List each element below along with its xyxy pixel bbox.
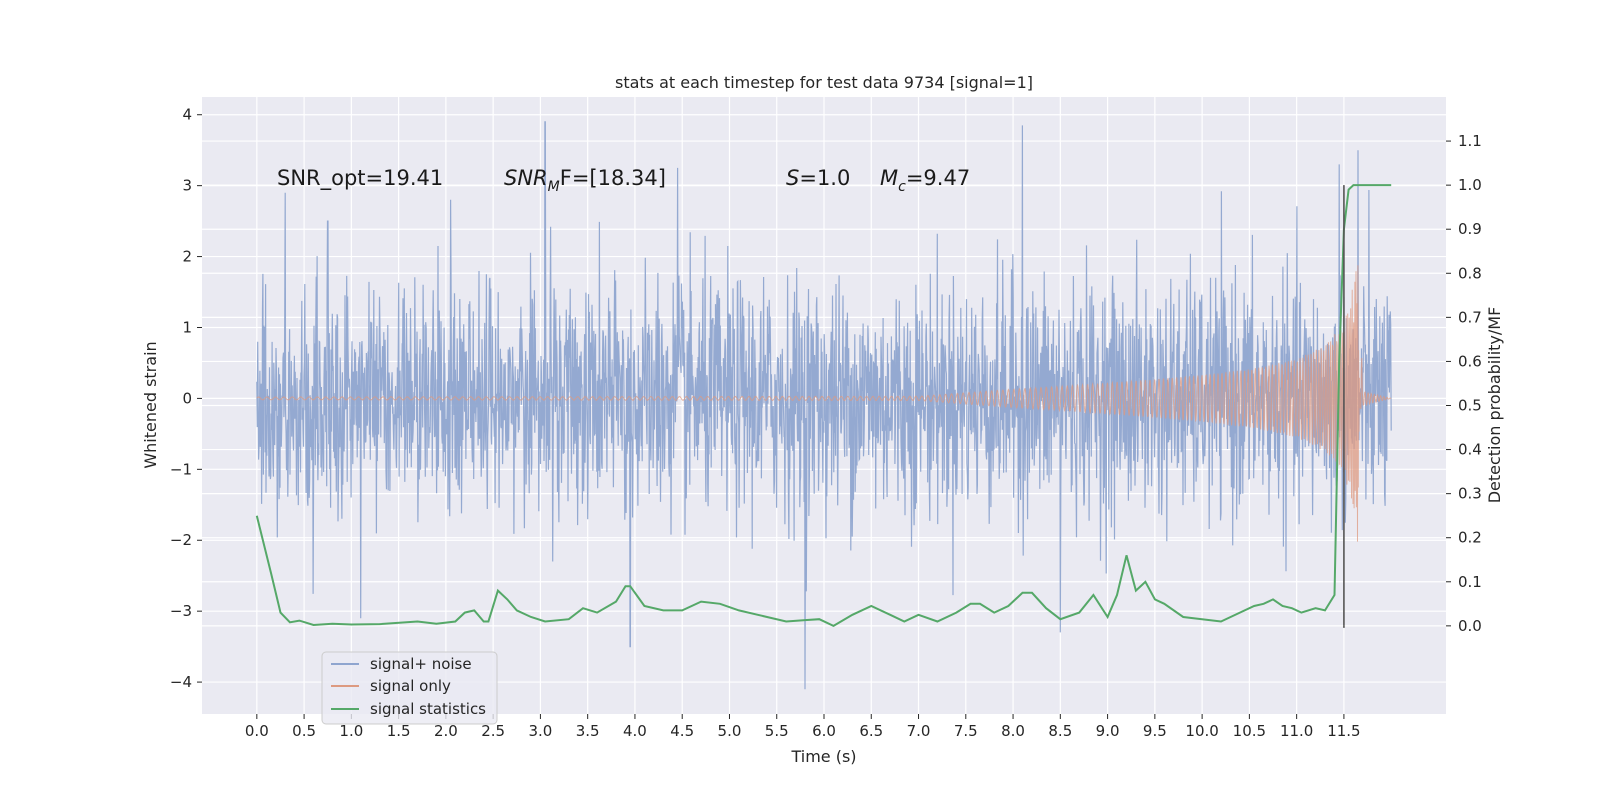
x-tick-label: 11.0 (1280, 722, 1313, 740)
x-axis-ticks: 0.0 0.5 1.0 1.5 2.0 2.5 3.0 3.5 4.0 4.5 5.0 5.5 6.0 6… (245, 714, 1361, 740)
series-signal-noise (256, 121, 1392, 690)
annotation-mc-sub: c (898, 179, 906, 195)
legend-label-signal-noise: signal+ noise (370, 655, 472, 673)
x-tick-label: 6.5 (859, 722, 883, 740)
legend-label-signal-only: signal only (370, 677, 451, 695)
annotation-snr-mf-sub: M (548, 179, 560, 195)
x-tick-label: 8.5 (1048, 722, 1072, 740)
y-left-tick-label: −1 (170, 460, 192, 478)
y-left-tick-label: −4 (170, 673, 192, 691)
chart-title: stats at each timestep for test data 973… (615, 73, 1033, 92)
annotation-snr-opt: SNR_opt=19.41 (277, 166, 443, 191)
y-left-tick-label: 3 (182, 177, 192, 195)
x-tick-label: 2.5 (481, 722, 505, 740)
x-tick-label: 4.0 (623, 722, 647, 740)
x-tick-label: 6.0 (812, 722, 836, 740)
x-tick-label: 7.5 (954, 722, 978, 740)
x-tick-label: 10.0 (1185, 722, 1218, 740)
x-tick-label: 4.5 (670, 722, 694, 740)
x-tick-label: 11.5 (1327, 722, 1360, 740)
x-tick-label: 3.5 (576, 722, 600, 740)
y-left-tick-label: 0 (182, 389, 192, 407)
annotation-snr-mf-rest: F=[18.34] (560, 166, 666, 190)
y-left-tick-label: −3 (170, 602, 192, 620)
noise-line (256, 121, 1392, 690)
y-right-axis-ticks: 0.0 0.1 0.2 0.3 0.4 0.5 0.6 0.7 0.8 0.9 1.0 1.1 (1446, 132, 1482, 635)
y-right-tick-label: 0.0 (1458, 617, 1482, 635)
y-right-tick-label: 0.4 (1458, 441, 1482, 459)
annotation-s-val: =1.0 (799, 166, 850, 190)
annotation-mc: Mc=9.47 (880, 166, 970, 195)
legend-label-signal-statistics: signal statistics (370, 700, 486, 718)
annotation-mc-var: M (880, 166, 898, 190)
y-right-axis-label: Detection probability/MF (1485, 307, 1504, 504)
y-right-tick-label: 0.7 (1458, 308, 1482, 326)
x-tick-label: 9.5 (1143, 722, 1167, 740)
x-tick-label: 0.5 (292, 722, 316, 740)
x-tick-label: 2.0 (434, 722, 458, 740)
legend-box (321, 651, 498, 725)
x-tick-label: 10.5 (1233, 722, 1266, 740)
signal-line (256, 265, 1392, 542)
annotation-s-var: S (786, 166, 799, 190)
y-right-tick-label: 0.3 (1458, 485, 1482, 503)
legend: signal+ noise signal only signal statist… (321, 651, 498, 725)
x-tick-label: 5.5 (765, 722, 789, 740)
series-signal-statistics (255, 184, 1392, 628)
annotation-snr-mf: SNRMF=[18.34] (504, 166, 666, 195)
x-tick-label: 0.0 (245, 722, 269, 740)
y-left-tick-label: 2 (182, 248, 192, 266)
y-right-tick-label: 0.8 (1458, 264, 1482, 282)
y-left-axis-ticks: −4 −3 −2 −1 0 1 2 3 4 (170, 106, 202, 691)
y-left-axis-label: Whitened strain (141, 341, 160, 468)
y-right-tick-label: 0.6 (1458, 352, 1482, 370)
y-right-tick-label: 1.1 (1458, 132, 1482, 150)
statistics-line (255, 184, 1392, 628)
y-left-tick-label: −2 (170, 531, 192, 549)
x-tick-label: 9.0 (1096, 722, 1120, 740)
x-tick-label: 1.5 (387, 722, 411, 740)
series-signal-only (256, 265, 1392, 542)
y-right-tick-label: 0.9 (1458, 220, 1482, 238)
y-right-tick-label: 0.5 (1458, 397, 1482, 415)
x-tick-label: 5.0 (718, 722, 742, 740)
x-tick-label: 3.0 (528, 722, 552, 740)
annotation-s: S=1.0 (786, 166, 850, 190)
y-left-tick-label: 1 (182, 318, 192, 336)
annotation-mc-val: =9.47 (906, 166, 970, 190)
y-right-tick-label: 1.0 (1458, 176, 1482, 194)
x-tick-label: 1.0 (339, 722, 363, 740)
x-axis-label: Time (s) (790, 747, 856, 766)
y-right-tick-label: 0.2 (1458, 529, 1482, 547)
y-right-tick-label: 0.1 (1458, 573, 1482, 591)
y-left-tick-label: 4 (182, 106, 192, 124)
annotation-snr-mf-base: SNR (504, 166, 548, 190)
x-tick-label: 7.0 (907, 722, 931, 740)
x-tick-label: 8.0 (1001, 722, 1025, 740)
